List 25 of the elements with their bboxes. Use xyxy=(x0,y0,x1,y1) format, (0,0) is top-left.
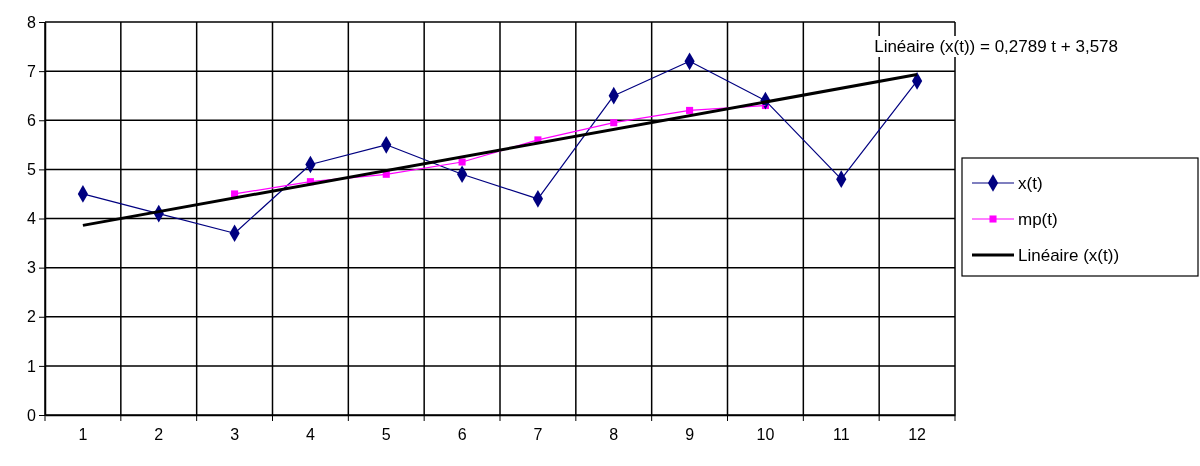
y-tick-label: 8 xyxy=(27,13,37,31)
y-tick-label: 6 xyxy=(27,111,37,129)
x-tick-label: 4 xyxy=(305,426,315,444)
annotation: Linéaire (x(t)) = 0,2789 t + 3,578 xyxy=(874,37,1118,56)
x-tick-label: 9 xyxy=(685,426,695,444)
x-tick-label: 1 xyxy=(78,426,88,444)
y-tick-label: 4 xyxy=(27,210,37,228)
y-tick-label: 1 xyxy=(27,357,37,375)
y-tick-label: 2 xyxy=(27,308,37,326)
x-tick-label: 7 xyxy=(533,426,543,444)
x-tick-label: 2 xyxy=(154,426,164,444)
x-tick-label: 10 xyxy=(756,426,775,444)
x-tick-label: 3 xyxy=(230,426,240,444)
x-tick-label: 12 xyxy=(908,426,927,444)
y-tick-label: 7 xyxy=(27,62,37,80)
y-tick-label: 3 xyxy=(27,259,37,277)
y-tick-label: 5 xyxy=(27,160,37,178)
legend-label: Linéaire (x(t)) xyxy=(1018,246,1120,265)
x-tick-label: 11 xyxy=(832,426,850,444)
y-tick-label: 0 xyxy=(27,406,37,424)
legend-label: mp(t) xyxy=(1018,210,1058,229)
x-tick-label: 8 xyxy=(609,426,619,444)
legend-label: x(t) xyxy=(1018,174,1043,193)
x-tick-label: 5 xyxy=(381,426,391,444)
x-tick-label: 6 xyxy=(457,426,467,444)
